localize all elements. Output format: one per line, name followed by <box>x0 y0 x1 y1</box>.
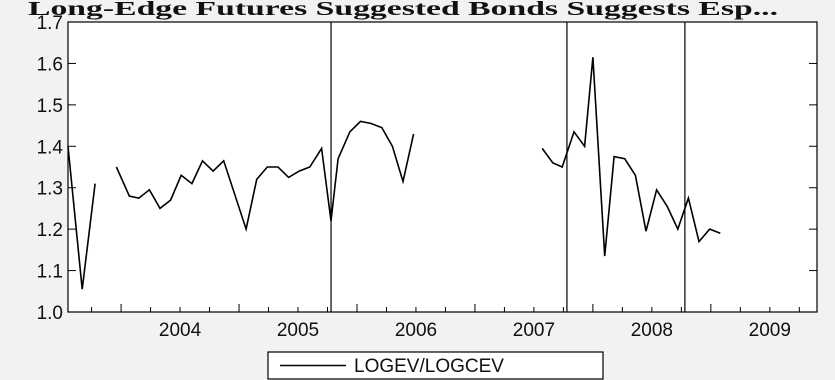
series-lines <box>67 57 721 290</box>
legend-label: LOGEV/LOGCEV <box>354 356 504 377</box>
y-tick-label: 1.7 <box>37 13 63 34</box>
y-tick-label: 1.0 <box>37 303 63 324</box>
x-tick-label: 2006 <box>395 320 437 341</box>
series-line-segment <box>115 120 415 233</box>
y-tick-label: 1.1 <box>37 262 63 283</box>
x-tick-label: 2005 <box>277 320 319 341</box>
y-tick-label: 1.6 <box>37 54 63 75</box>
y-tick-label: 1.2 <box>37 220 63 241</box>
chart-caption: Long-Edge Futures Suggested Bonds Sugges… <box>28 0 778 20</box>
x-tick-label: 2009 <box>749 320 791 341</box>
plot-frame <box>67 21 818 313</box>
x-tick-label: 2007 <box>513 320 555 341</box>
legend: LOGEV/LOGCEV <box>267 351 604 380</box>
series-line-segment <box>541 57 721 257</box>
y-tick-label: 1.5 <box>37 96 63 117</box>
y-tick-label: 1.4 <box>37 137 64 158</box>
y-tick-label: 1.3 <box>37 179 63 200</box>
x-axis: 2004 2005 2006 2007 2008 2009 <box>91 304 800 341</box>
reference-lines <box>330 22 686 312</box>
series-line-segment <box>67 146 96 290</box>
x-tick-label: 2008 <box>631 320 673 341</box>
y-axis: 1.0 1.1 1.2 1.3 1.4 1.5 1.6 1.7 <box>37 13 817 324</box>
x-tick-label: 2004 <box>159 320 202 341</box>
